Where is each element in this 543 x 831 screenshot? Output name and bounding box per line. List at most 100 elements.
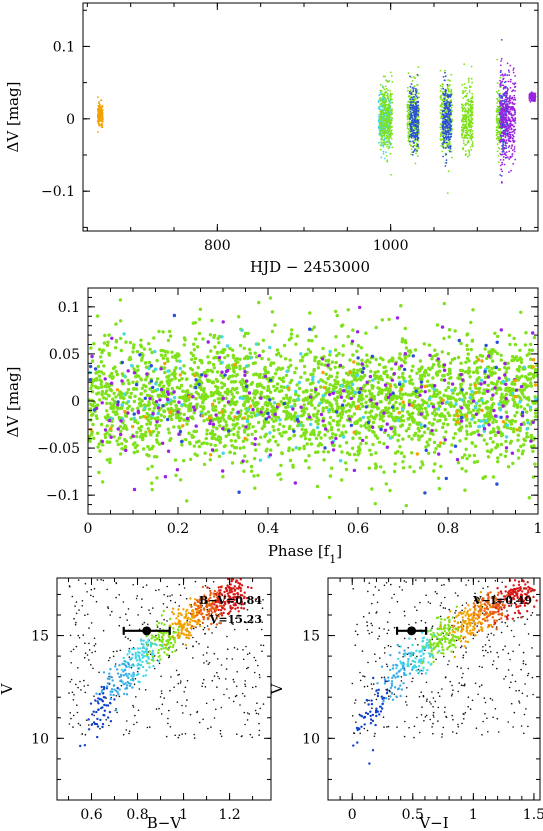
lightcurve-point: [389, 105, 392, 108]
lightcurve-point: [414, 108, 416, 110]
phased-point: [401, 437, 405, 441]
lightcurve-point: [409, 140, 411, 143]
lightcurve-point: [386, 81, 389, 83]
phased-point: [367, 428, 371, 432]
phased-point: [452, 413, 457, 418]
phased-point: [256, 473, 260, 478]
phased-point: [355, 349, 359, 353]
lightcurve-point: [501, 126, 503, 128]
lightcurve-point: [391, 117, 394, 120]
lightcurve-point: [439, 135, 442, 138]
lightcurve-point: [508, 145, 511, 147]
lightcurve-point: [415, 131, 417, 134]
phased-point: [408, 465, 412, 469]
lightcurve-point: [501, 182, 503, 184]
lightcurve-point: [383, 108, 385, 111]
phased-point: [431, 422, 435, 426]
lightcurve-point: [508, 100, 510, 103]
phased-point: [367, 389, 372, 393]
lightcurve-point: [463, 106, 466, 109]
lightcurve-point: [413, 149, 416, 152]
lightcurve-point: [387, 105, 390, 107]
lightcurve-point: [466, 133, 469, 136]
lightcurve-point: [450, 130, 453, 132]
lightcurve-point: [412, 121, 415, 123]
lightcurve-point: [383, 92, 386, 94]
phased-point: [118, 396, 123, 400]
phased-point: [431, 363, 436, 367]
phased-point: [330, 428, 334, 432]
lightcurve-points: [96, 39, 537, 195]
phased-point: [331, 418, 336, 423]
phased-point: [168, 414, 172, 419]
phased-point: [302, 364, 307, 369]
phased-point: [525, 431, 529, 435]
phased-point: [275, 382, 280, 386]
lightcurve-point: [461, 110, 464, 112]
lightcurve-point: [512, 67, 515, 70]
phased-point: [294, 366, 298, 370]
lightcurve-point: [440, 133, 443, 135]
phased-point: [515, 410, 519, 415]
phased-point: [328, 474, 333, 478]
lightcurve-point: [408, 122, 411, 125]
phased-point: [166, 338, 171, 343]
lightcurve-point: [448, 108, 450, 111]
lightcurve-point: [496, 102, 498, 104]
phased-point: [270, 310, 275, 314]
phased-point: [250, 441, 254, 446]
phased-point: [415, 407, 420, 411]
lightcurve-point: [414, 148, 416, 151]
phased-point: [499, 353, 503, 357]
lightcurve-point: [384, 96, 387, 99]
lightcurve-point: [418, 147, 420, 149]
lightcurve-point: [382, 150, 385, 153]
lightcurve-point: [384, 143, 387, 146]
phased-point: [308, 350, 313, 354]
lightcurve-point: [443, 100, 445, 103]
lightcurve-point: [445, 159, 448, 162]
lightcurve-point: [467, 141, 470, 144]
lightcurve-point: [444, 165, 447, 167]
phased-point: [316, 409, 320, 413]
lightcurve-point: [447, 146, 450, 149]
lightcurve-point: [503, 86, 506, 88]
lightcurve-point: [470, 108, 473, 110]
lightcurve-point: [410, 83, 413, 85]
phased-point: [126, 387, 131, 392]
phased-point: [464, 447, 468, 451]
lightcurve-point: [386, 145, 388, 148]
phased-point: [303, 436, 308, 441]
lightcurve-point: [99, 111, 101, 114]
lightcurve-point: [462, 148, 465, 150]
phased-point: [100, 443, 105, 447]
phased-point: [293, 370, 297, 375]
phased-point: [192, 342, 196, 346]
phased-point: [197, 444, 202, 449]
phased-point: [357, 397, 361, 402]
lightcurve-point: [513, 150, 516, 153]
lightcurve-point: [407, 72, 410, 74]
lightcurve-point: [503, 93, 506, 95]
phased-point: [398, 352, 402, 356]
lightcurve-point: [449, 119, 452, 121]
lightcurve-point: [504, 156, 507, 159]
phased-point: [335, 313, 339, 318]
phased-point: [458, 439, 462, 443]
phased-point: [358, 436, 362, 440]
phased-point: [166, 359, 170, 363]
lightcurve-point: [499, 71, 502, 74]
phased-point: [308, 311, 312, 315]
lightcurve-point: [390, 138, 393, 140]
lightcurve-point: [443, 97, 446, 100]
lightcurve-point: [496, 82, 499, 85]
phased-point: [384, 369, 388, 373]
lightcurve-point: [410, 76, 413, 79]
phased-point: [533, 367, 538, 372]
lightcurve-point: [382, 99, 385, 102]
phased-point: [323, 433, 327, 437]
lightcurve-point: [499, 82, 502, 85]
lightcurve-point: [411, 80, 414, 82]
lightcurve-point: [465, 136, 468, 139]
phased-point: [446, 352, 451, 356]
